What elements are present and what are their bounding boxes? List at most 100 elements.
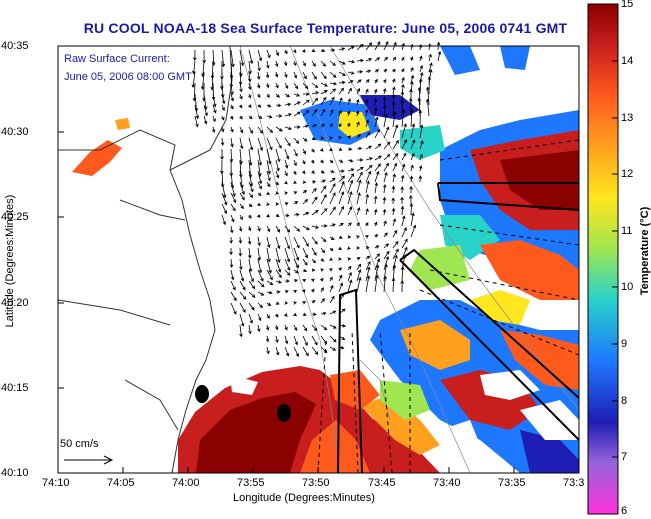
current-vector — [365, 275, 371, 293]
current-vector — [229, 115, 234, 120]
current-vector — [400, 280, 404, 293]
current-vector — [400, 186, 404, 194]
current-vector — [302, 199, 308, 205]
current-vector — [338, 97, 343, 106]
current-vector — [230, 82, 234, 96]
current-vector — [302, 49, 306, 53]
current-vector — [284, 213, 290, 218]
current-vector — [356, 98, 360, 106]
current-vector — [239, 203, 244, 210]
current-vector — [383, 250, 390, 260]
current-vector — [238, 225, 243, 232]
current-vector — [428, 53, 432, 62]
current-vector — [338, 191, 345, 205]
current-vector — [347, 222, 352, 227]
current-vector — [293, 180, 297, 184]
current-vector — [257, 104, 262, 108]
colorbar-tick-label: 15 — [621, 0, 634, 10]
current-vector — [311, 97, 319, 106]
current-vector — [392, 248, 399, 260]
current-vector — [212, 115, 216, 123]
current-vector — [401, 109, 406, 128]
xtick-label: 73:45 — [368, 477, 396, 489]
current-vector — [365, 88, 369, 95]
current-vector — [257, 247, 262, 261]
current-vector — [266, 346, 270, 355]
current-vector — [248, 148, 253, 167]
current-vector — [266, 290, 273, 295]
current-vector — [266, 60, 270, 69]
current-vector — [266, 280, 274, 286]
current-vector — [276, 114, 283, 118]
current-vector — [401, 76, 405, 84]
current-vector — [311, 60, 316, 67]
current-vector — [365, 180, 370, 194]
current-vector — [239, 192, 245, 201]
current-vector — [320, 159, 324, 164]
sst-field — [72, 46, 579, 473]
ytick-label: 40:35 — [1, 40, 29, 52]
current-vector — [247, 71, 252, 83]
current-vector — [392, 162, 398, 172]
current-vector — [329, 284, 334, 293]
current-vector — [239, 280, 246, 291]
current-vector — [248, 181, 254, 193]
current-vector — [320, 324, 328, 331]
current-vector — [293, 148, 298, 157]
current-vector — [409, 175, 414, 183]
current-vector — [266, 313, 270, 320]
current-vector — [275, 269, 282, 279]
current-vector — [257, 148, 263, 167]
current-vector — [338, 109, 342, 117]
current-vector — [239, 291, 247, 300]
current-vector — [356, 79, 362, 84]
current-vector — [284, 236, 291, 250]
current-vector — [257, 324, 261, 333]
current-vector — [265, 71, 270, 79]
ytick-label: 40:20 — [1, 297, 29, 309]
current-vector — [211, 126, 216, 134]
current-vector — [221, 93, 226, 105]
current-vector — [417, 86, 422, 106]
current-vector — [266, 202, 270, 206]
current-vector — [347, 179, 354, 194]
current-vector — [320, 268, 325, 272]
current-vector — [248, 115, 253, 120]
current-vector — [266, 148, 272, 165]
current-vector — [284, 258, 291, 271]
current-vector — [329, 295, 335, 304]
map-title: RU COOL NOAA-18 Sea Surface Temperature:… — [83, 20, 568, 36]
current-vector — [239, 214, 243, 221]
current-vector — [374, 69, 380, 73]
current-vector — [257, 258, 263, 274]
current-vector — [365, 235, 369, 239]
current-vector — [329, 159, 334, 164]
current-vector — [284, 346, 290, 357]
current-vector — [230, 214, 235, 223]
current-vector — [275, 181, 279, 186]
current-vector — [311, 225, 319, 229]
current-vector — [220, 137, 225, 146]
current-vector — [248, 269, 254, 283]
current-vector — [256, 71, 261, 80]
current-vector — [239, 269, 245, 282]
current-vector — [266, 236, 271, 249]
current-vector — [356, 70, 364, 74]
current-vector — [329, 71, 337, 78]
current-vector — [230, 126, 234, 133]
current-vector — [221, 214, 226, 226]
current-vector — [221, 203, 227, 215]
ytick-label: 40:10 — [1, 467, 29, 479]
current-vector — [338, 235, 343, 239]
current-vector — [293, 191, 298, 195]
current-vector — [302, 236, 309, 247]
xtick-label: 73:50 — [302, 477, 330, 489]
current-vector — [302, 71, 307, 80]
current-vector — [374, 116, 379, 128]
current-vector — [257, 202, 262, 206]
current-vector — [311, 346, 319, 356]
scale-label: 50 cm/s — [60, 438, 99, 450]
current-vector — [266, 170, 271, 182]
colorbar-tick-label: 7 — [621, 451, 628, 463]
